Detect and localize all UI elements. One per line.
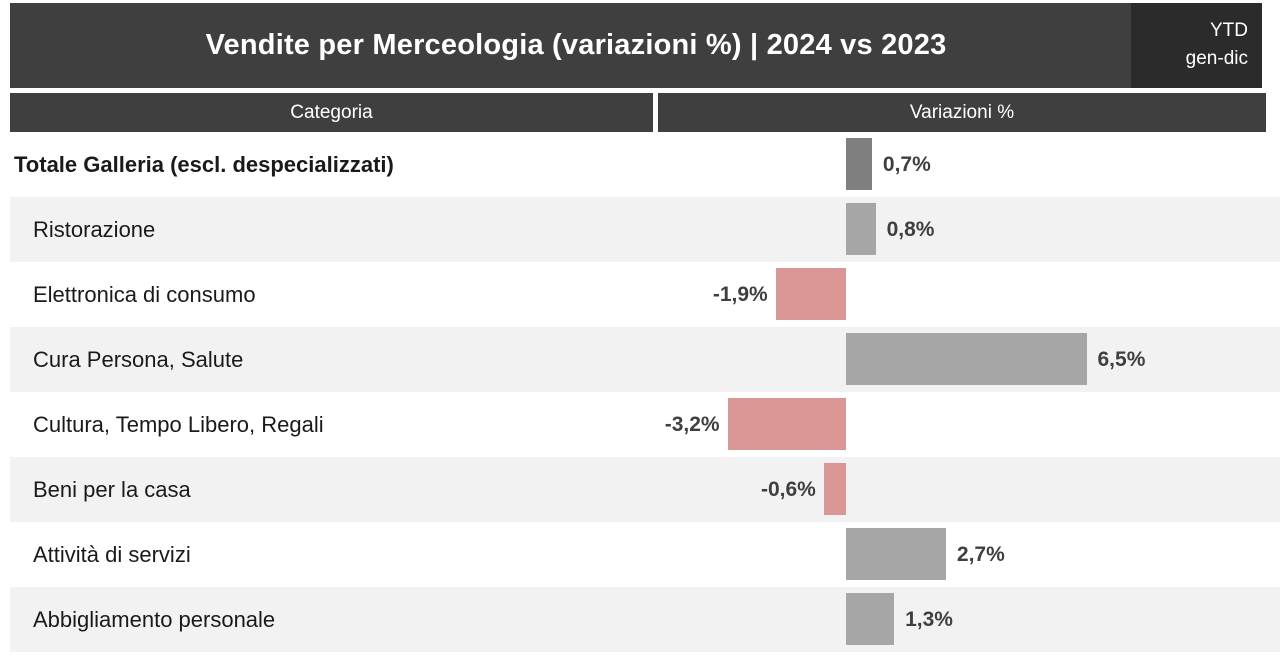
bar-negative <box>775 268 846 320</box>
chart-row: Cura Persona, Salute 6,5% <box>10 327 1280 392</box>
bar-positive <box>846 333 1087 385</box>
category-label: Ristorazione <box>33 216 156 242</box>
value-label: -3,2% <box>664 412 720 436</box>
chart-row: Ristorazione 0,8% <box>10 197 1280 262</box>
category-label: Totale Galleria (escl. despecializzati) <box>14 151 394 177</box>
category-label: Beni per la casa <box>33 476 191 502</box>
category-label: Elettronica di consumo <box>33 281 256 307</box>
chart-row: Cultura, Tempo Libero, Regali -3,2% <box>10 392 1280 457</box>
period-badge-line1: YTD <box>1210 20 1248 41</box>
value-label: 1,3% <box>905 607 953 631</box>
value-label: -1,9% <box>712 282 768 306</box>
category-label: Cultura, Tempo Libero, Regali <box>33 411 324 437</box>
bar-negative <box>823 463 846 515</box>
bar-negative <box>727 398 846 450</box>
chart-title: Vendite per Merceologia (variazioni %) |… <box>205 29 947 61</box>
title-bar: Vendite per Merceologia (variazioni %) |… <box>10 3 1262 88</box>
chart-row: Elettronica di consumo -1,9% <box>10 262 1280 327</box>
column-header-category: Categoria <box>10 93 653 132</box>
category-label: Cura Persona, Salute <box>33 346 244 372</box>
chart-row: Attività di servizi 2,7% <box>10 522 1280 587</box>
category-label: Attività di servizi <box>33 541 191 567</box>
period-badge-line2: gen-dic <box>1185 48 1248 69</box>
bar-positive <box>846 203 876 255</box>
chart-row: Totale Galleria (escl. despecializzati) 0… <box>10 132 1280 197</box>
category-label: Abbigliamento personale <box>33 606 276 632</box>
chart-rows: Totale Galleria (escl. despecializzati) 0… <box>10 132 1280 652</box>
value-label: 6,5% <box>1097 347 1146 371</box>
value-label: 2,7% <box>956 542 1005 566</box>
value-label: 0,7% <box>882 152 931 176</box>
bar-positive <box>846 528 946 580</box>
period-badge: YTD gen-dic <box>1131 3 1262 88</box>
chart-row: Beni per la casa -0,6% <box>10 457 1280 522</box>
column-header-variation: Variazioni % <box>658 93 1266 132</box>
bar-positive <box>846 138 872 190</box>
value-label: 0,8% <box>886 217 935 241</box>
chart-row: Abbigliamento personale 1,3% <box>10 587 1280 652</box>
value-label: -0,6% <box>760 477 816 501</box>
bar-positive <box>846 593 895 645</box>
